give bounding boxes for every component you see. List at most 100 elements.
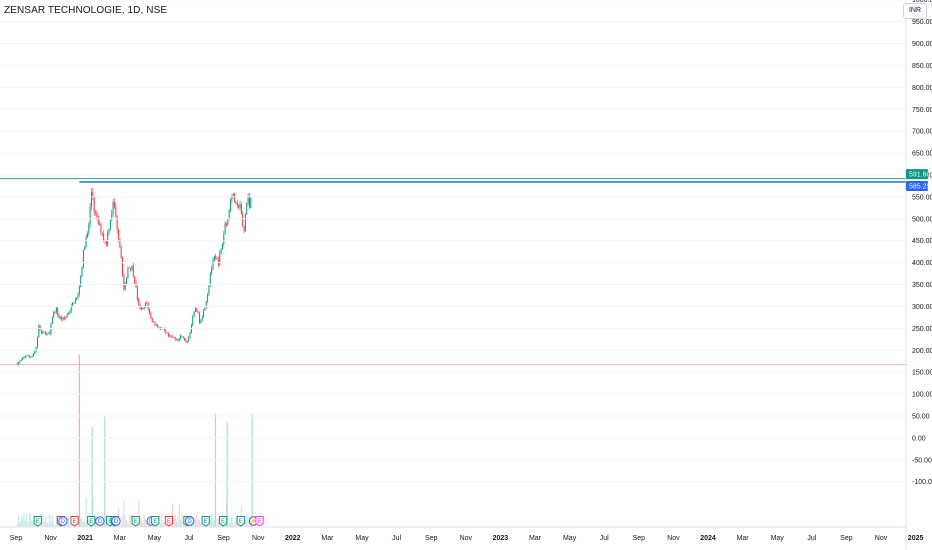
time-tick-label: May [771,535,785,542]
time-tick-label: Sep [840,535,853,542]
volume-bar [23,514,25,527]
volume-bar [55,515,57,527]
candle-body [122,258,124,276]
candle-body [162,328,164,330]
volume-bar [19,522,21,527]
volume-bar [243,524,245,527]
candle-body [150,312,152,318]
candle-body [185,340,187,342]
candle-body [176,339,178,341]
candle-body [93,196,95,213]
event-label: E [239,519,243,525]
time-axis[interactable]: Sep Nov 2021 Mar May Jul Sep Nov 2022 Mar May Jul Se… [0,526,923,542]
earnings-icon [219,516,228,527]
candle-body [31,355,33,358]
candle-body [146,302,148,304]
candle-body [131,265,133,270]
price-tick-label: 950.00 [912,19,932,26]
earnings-icon [33,516,42,527]
volume-bar [161,513,163,527]
volume-bar [139,514,141,527]
volume-bar [130,514,132,527]
volume-bar [230,522,232,527]
volume-bar [146,520,148,527]
candle-body [43,331,45,333]
earnings-marker: E [201,516,210,527]
candle-body [180,335,182,339]
candle-body [101,232,103,234]
volume-bar [53,523,55,527]
candle-body [24,355,26,357]
currency-button[interactable]: INR [903,3,927,19]
candle-body [174,337,176,340]
candle-body [95,212,97,214]
volume-bar [81,518,83,527]
candle-body [143,306,145,309]
volume-bar [142,522,144,527]
candle-body [38,325,40,338]
candle-body [128,267,130,269]
price-tick-label: 450.00 [912,238,932,245]
candle-body [36,337,38,348]
volume-bar [178,504,180,527]
volume-bar [248,520,250,527]
price-tag [906,169,928,180]
candle-body [73,303,75,304]
price-tick-label: 500.00 [912,216,932,223]
candle-body [109,220,111,229]
volume-bar [231,516,233,527]
time-tick-label: Nov [252,535,265,542]
volume-bar [225,503,227,527]
time-tick-label: May [563,535,577,542]
candle-body [28,355,30,358]
candle-body [224,223,226,235]
candle-body [66,314,68,317]
candle-body [209,273,211,285]
event-label: E [153,519,157,525]
candle-body [203,310,205,318]
candle-body [68,313,70,315]
event-label: E [89,519,93,525]
volume-spike [226,422,228,527]
candle-body [153,321,155,323]
candle-body [243,225,245,232]
volume-bar [213,519,215,527]
time-tick-label: Nov [875,535,888,542]
dividend-marker: D [184,516,195,526]
time-tick-label: Nov [460,535,473,542]
event-label: E [258,519,262,525]
volume-bar [163,522,165,527]
price-tag [906,180,928,191]
volume-bar [173,519,175,527]
candle-body [228,210,230,219]
candle-body [50,323,52,335]
candle-body [92,192,94,197]
candle-body [232,193,234,198]
candle-body [116,215,118,230]
event-label: ⚡ [250,517,257,525]
volume-bar [92,498,94,527]
candle-body [154,321,156,326]
price-tag-label: 585.25 [909,183,931,190]
time-tick-label: May [148,535,162,542]
volume-bar [246,515,248,527]
candle-body [27,355,29,357]
volume-bar [69,524,71,527]
candle-body [126,278,128,284]
earnings-icon [87,516,96,527]
candle-body [86,233,88,238]
price-tick-label: 350.00 [912,282,932,289]
earnings-marker: E [151,516,160,527]
candle-body [103,233,105,240]
price-tick-label: 850.00 [912,63,932,70]
candle-body [177,339,179,341]
volume-bar [144,519,146,527]
volume-bar [126,519,128,527]
candle-body [223,234,225,245]
earnings-icon [164,516,173,527]
candle-body [57,308,59,316]
candle-body [189,332,191,338]
candle-body [136,287,138,300]
